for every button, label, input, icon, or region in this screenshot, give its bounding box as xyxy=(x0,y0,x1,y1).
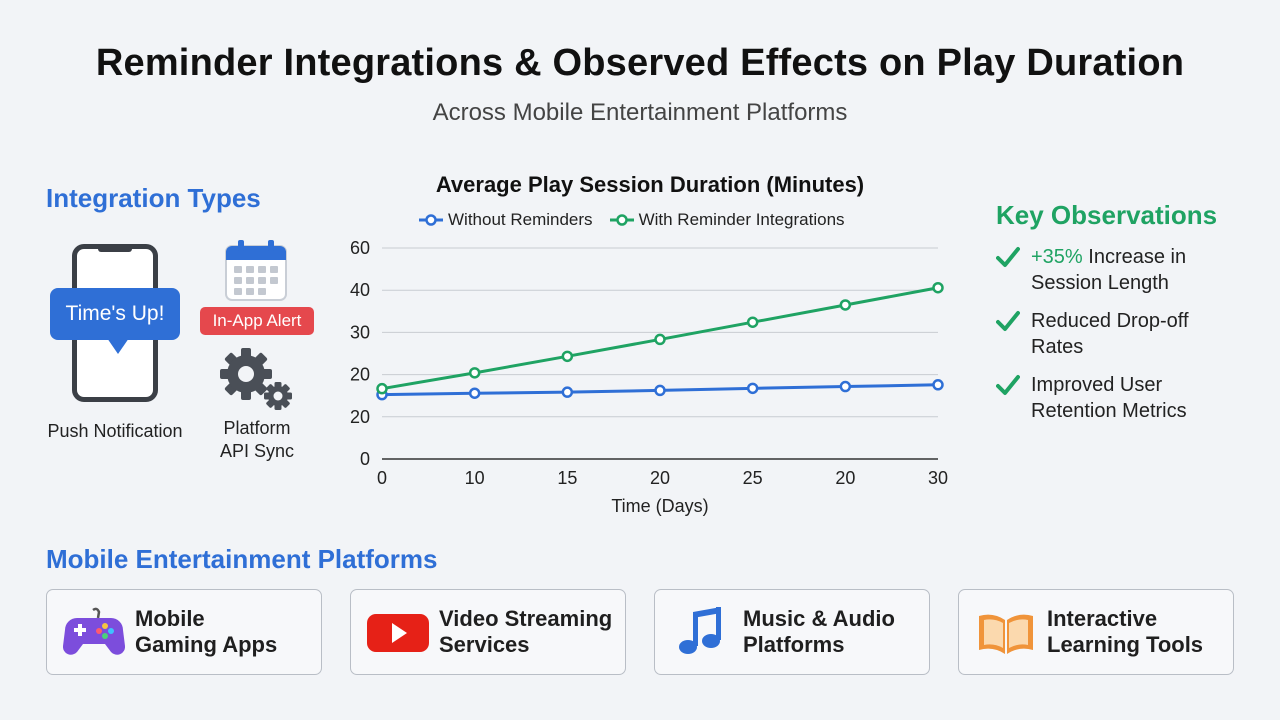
y-tick-label: 40 xyxy=(350,280,370,300)
data-point-0 xyxy=(839,380,852,393)
calendar-icon xyxy=(225,240,287,301)
platform-label-video: Video Streaming Services xyxy=(439,606,612,658)
observation-line2: Session Length xyxy=(1031,272,1169,294)
x-tick-label: 20 xyxy=(835,468,855,488)
bubble-tail xyxy=(107,338,129,354)
video-play-icon xyxy=(367,614,429,652)
observation-item: Improved User Retention Metrics xyxy=(996,372,1236,424)
platform-card-gaming: Mobile Gaming Apps xyxy=(46,589,322,675)
data-point-0 xyxy=(654,384,666,397)
platform-label-gaming: Mobile Gaming Apps xyxy=(135,606,277,658)
check-icon xyxy=(996,375,1020,395)
integration-types-heading: Integration Types xyxy=(46,183,261,213)
book-icon xyxy=(979,614,1033,654)
legend-label-with: With Reminder Integrations xyxy=(638,210,845,229)
data-point-1 xyxy=(932,281,944,294)
platform-api-caption-2: API Sync xyxy=(219,441,295,461)
platform-label-music: Music & Audio Platforms xyxy=(743,606,895,658)
observation-line1: Increase in xyxy=(1082,246,1187,268)
data-point-1 xyxy=(654,333,666,346)
observation-highlight: +35% xyxy=(1031,246,1083,268)
x-tick-label: 25 xyxy=(743,468,763,488)
observation-line2: Rates xyxy=(1031,336,1084,358)
observation-text: +35% Increase in Session Length xyxy=(1031,244,1236,296)
platform-line2-video: Services xyxy=(439,632,530,657)
legend-swatch-blue xyxy=(419,214,443,226)
x-tick-label: 15 xyxy=(557,468,577,488)
x-tick-label: 20 xyxy=(650,468,670,488)
y-tick-label: 20 xyxy=(350,365,370,385)
platform-label-learning: Interactive Learning Tools xyxy=(1047,606,1203,658)
chart-title: Average Play Session Duration (Minutes) xyxy=(435,172,865,197)
observation-text: Reduced Drop-off Rates xyxy=(1031,308,1236,360)
y-tick-label: 60 xyxy=(350,238,370,258)
chart-legend: Without Reminders With Reminder Integrat… xyxy=(418,210,861,230)
check-icon xyxy=(996,311,1020,331)
data-point-0 xyxy=(932,379,944,391)
data-point-1 xyxy=(376,382,388,395)
data-point-0 xyxy=(468,387,481,399)
line-chart: 0 20 20 30 40 60 0 10 15 20 25 20 30 Time (Days) xyxy=(350,238,948,516)
data-point-1 xyxy=(839,299,852,311)
push-notification-bubble: Time's Up! xyxy=(50,288,180,340)
platform-card-learning: Interactive Learning Tools xyxy=(958,589,1234,675)
key-observations-heading: Key Observations xyxy=(996,200,1218,230)
platform-line2-music: Platforms xyxy=(743,632,845,657)
y-tick-label: 0 xyxy=(360,449,370,469)
observation-line2: Retention Metrics xyxy=(1031,400,1187,422)
observation-line1: Reduced Drop-off xyxy=(1031,310,1189,332)
phone-notch xyxy=(98,246,132,252)
x-tick-label: 30 xyxy=(928,468,948,488)
data-point-1 xyxy=(468,367,481,379)
x-tick-label: 0 xyxy=(377,468,387,488)
platform-card-music: Music & Audio Platforms xyxy=(654,589,930,675)
page-subtitle: Across Mobile Entertainment Platforms xyxy=(432,99,848,126)
platform-line2-gaming: Gaming Apps xyxy=(135,632,278,657)
observation-line1: Improved User xyxy=(1031,374,1163,396)
x-axis-title: Time (Days) xyxy=(611,496,708,516)
observation-item: Reduced Drop-off Rates xyxy=(996,308,1236,360)
platform-card-video: Video Streaming Services xyxy=(350,589,626,675)
music-note-icon xyxy=(679,607,721,654)
platform-line1-video: Video Streaming xyxy=(439,606,613,631)
observation-item: +35% Increase in Session Length xyxy=(996,244,1236,296)
y-tick-label: 30 xyxy=(350,322,370,342)
check-icon xyxy=(996,247,1020,267)
data-point-1 xyxy=(561,350,574,363)
page-title: Reminder Integrations & Observed Effects… xyxy=(95,42,1185,84)
platform-line1-learning: Interactive xyxy=(1047,606,1158,631)
data-point-1 xyxy=(746,316,759,328)
platform-line1-music: Music & Audio xyxy=(743,606,895,631)
x-tick-label: 10 xyxy=(465,468,485,488)
data-point-0 xyxy=(561,386,574,398)
platform-line1-gaming: Mobile xyxy=(135,606,205,631)
observation-text: Improved User Retention Metrics xyxy=(1031,372,1236,424)
gears-icon xyxy=(220,348,292,410)
data-point-0 xyxy=(746,382,759,395)
y-tick-label: 20 xyxy=(350,407,370,427)
platform-line2-learning: Learning Tools xyxy=(1047,632,1204,657)
in-app-alert-badge: In-App Alert xyxy=(200,307,314,335)
gamepad-icon xyxy=(63,607,125,655)
legend-item-with: With Reminder Integrations xyxy=(609,210,845,230)
platform-api-caption-1: Platform xyxy=(223,418,291,438)
push-notification-caption: Push Notification xyxy=(47,421,183,441)
legend-swatch-green xyxy=(609,214,634,226)
platforms-heading: Mobile Entertainment Platforms xyxy=(46,544,438,574)
legend-item-without: Without Reminders xyxy=(418,210,593,230)
legend-label-without: Without Reminders xyxy=(448,210,593,229)
